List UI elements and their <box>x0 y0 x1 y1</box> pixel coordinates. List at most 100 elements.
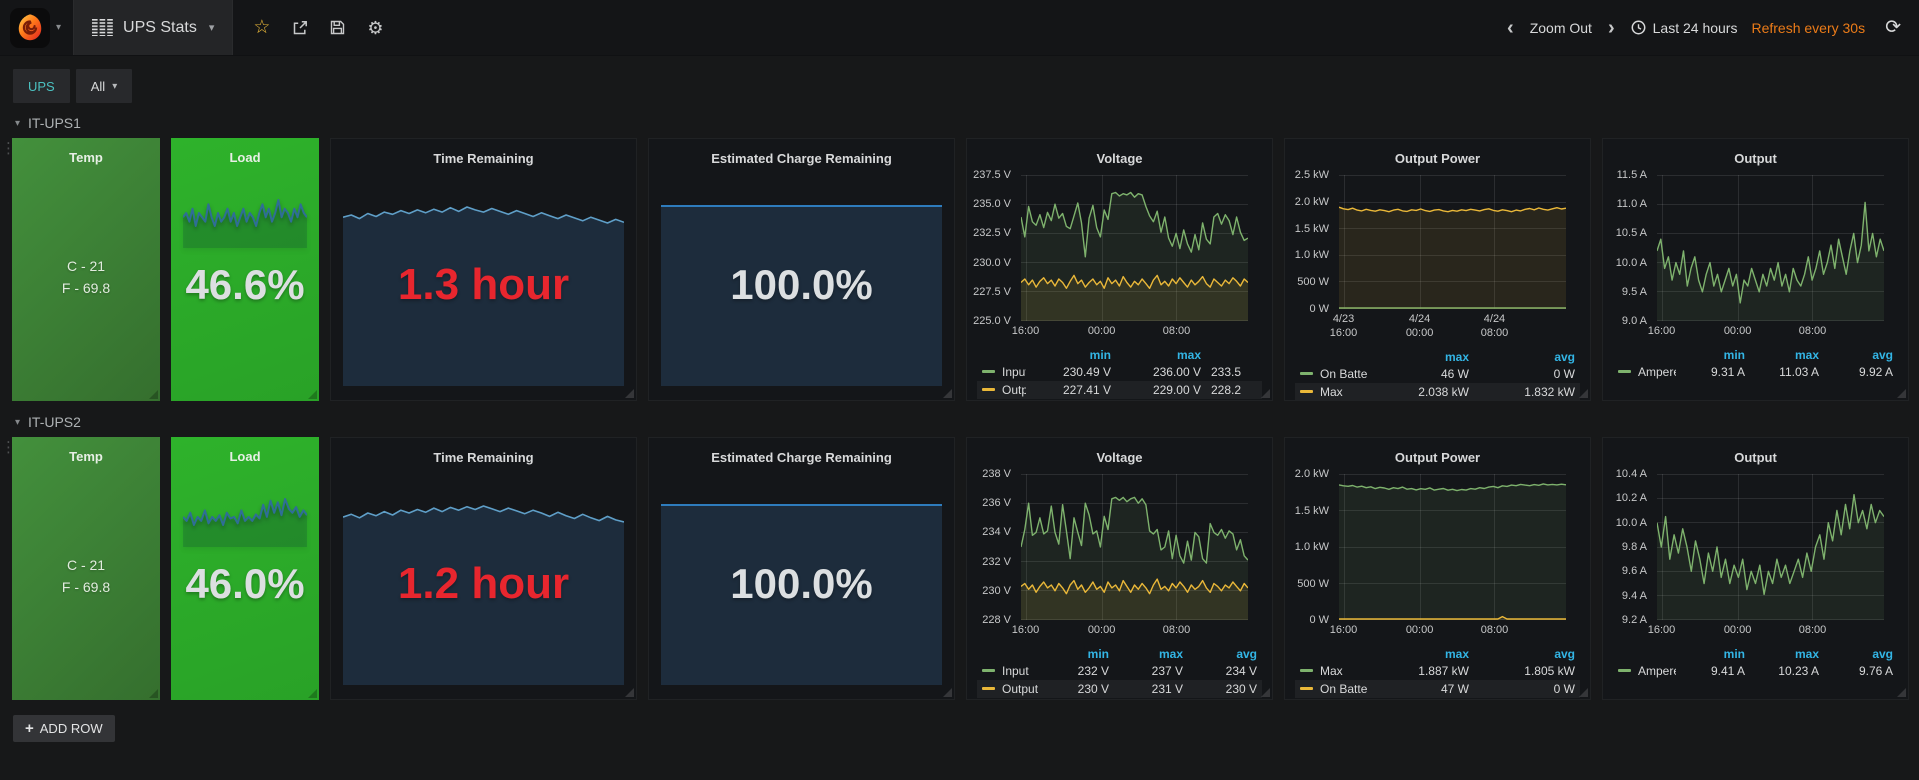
legend-series-name[interactable]: On Battery <box>1320 682 1368 696</box>
panel-title[interactable]: Output <box>1734 150 1777 166</box>
legend-value: 1.887 kW <box>1418 664 1469 678</box>
time-shift-forward-icon[interactable]: › <box>1607 16 1615 39</box>
panel-title[interactable]: Output <box>1734 449 1777 465</box>
legend-series-name[interactable]: Input <box>1002 664 1029 678</box>
resize-handle[interactable] <box>943 688 952 697</box>
x-axis-tick: 16:00 <box>1647 624 1676 636</box>
refresh-icon[interactable]: ⟳ <box>1885 17 1901 38</box>
legend-header: min <box>1723 647 1745 661</box>
resize-handle[interactable] <box>1579 389 1588 398</box>
x-axis: 16:00 00:00 08:00 <box>1648 324 1884 340</box>
y-axis-tick: 10.0 A <box>1615 516 1647 529</box>
legend-row: On Battery 47 W 0 W <box>1295 680 1580 698</box>
legend-value: 9.41 A <box>1710 664 1745 678</box>
resize-handle[interactable] <box>1261 688 1270 697</box>
legend-value: 46 W <box>1440 367 1469 381</box>
legend-value: 0 W <box>1553 682 1575 696</box>
x-axis-tick: 00:00 <box>1723 325 1752 337</box>
y-axis-tick: 9.6 A <box>1621 565 1647 578</box>
variable-value-dropdown[interactable]: All ▾ <box>75 69 133 103</box>
y-axis: 11.5 A 11.0 A 10.5 A 10.0 A 9.5 A 9.0 A <box>1603 169 1653 327</box>
panel-title[interactable]: Time Remaining <box>433 150 534 166</box>
dashboard-caret-icon: ▾ <box>208 22 215 34</box>
legend-series-name[interactable]: Ampere <box>1638 365 1676 379</box>
panel-voltage: Voltage 237.5 V 235.0 V 232.5 V 230.0 V 227.… <box>966 138 1273 401</box>
panel-title[interactable]: Temp <box>69 149 103 165</box>
x-axis: 16:00 00:00 08:00 <box>1648 623 1884 639</box>
row-title: IT-UPS1 <box>28 115 81 131</box>
panel-title[interactable]: Estimated Charge Remaining <box>711 150 892 166</box>
save-icon[interactable] <box>330 20 345 35</box>
legend-header: avg <box>1872 647 1893 661</box>
star-icon[interactable]: ☆ <box>253 17 271 38</box>
legend-series-name[interactable]: Output <box>1002 383 1026 397</box>
resize-handle[interactable] <box>308 689 317 698</box>
legend-table: max avg Max 1.887 kW 1.805 kW On Battery 47 W 0… <box>1295 646 1580 698</box>
resize-handle[interactable] <box>625 389 634 398</box>
legend-series-name[interactable]: Input <box>1002 365 1026 379</box>
legend-value: 231 V <box>1151 682 1183 696</box>
resize-handle[interactable] <box>1897 389 1906 398</box>
legend-row: Max 2.038 kW 1.832 kW <box>1295 383 1580 400</box>
panel-title[interactable]: Temp <box>69 448 103 464</box>
refresh-interval-button[interactable]: Refresh every 30s <box>1751 19 1866 36</box>
share-icon[interactable] <box>292 20 308 36</box>
x-axis-tick: 4/24 08:00 <box>1480 313 1509 339</box>
panel-title[interactable]: Voltage <box>1096 449 1143 465</box>
resize-handle[interactable] <box>149 689 158 698</box>
grafana-logo-menu[interactable]: ▾ <box>0 0 75 55</box>
legend-table: min max avg Ampere 9.41 A 10.23 A 9.76 A <box>1613 646 1898 680</box>
time-shift-back-icon[interactable]: ‹ <box>1507 16 1514 39</box>
resize-handle[interactable] <box>1897 688 1906 697</box>
panel-title[interactable]: Time Remaining <box>433 449 534 465</box>
panel-output-power: Output Power 2.5 kW 2.0 kW 1.5 kW 1.0 kW 500… <box>1284 138 1591 401</box>
legend-row: Max 1.887 kW 1.805 kW <box>1295 662 1580 680</box>
y-axis-tick: 227.5 V <box>973 285 1011 298</box>
y-axis-tick: 9.4 A <box>1621 589 1647 602</box>
zoom-out-button[interactable]: Zoom Out <box>1529 19 1592 36</box>
resize-handle[interactable] <box>1261 389 1270 398</box>
y-axis-tick: 232.5 V <box>973 227 1011 240</box>
resize-handle[interactable] <box>1579 688 1588 697</box>
add-row-button[interactable]: + ADD ROW <box>13 715 115 742</box>
row-toggle-it-ups2[interactable]: ▾ IT-UPS2 <box>12 401 1909 437</box>
resize-handle[interactable] <box>308 390 317 399</box>
y-axis-tick: 500 W <box>1297 577 1329 590</box>
y-axis: 238 V 236 V 234 V 232 V 230 V 228 V <box>967 468 1017 626</box>
resize-handle[interactable] <box>149 390 158 399</box>
x-axis: 16:00 00:00 08:00 <box>1012 623 1248 639</box>
x-axis: 16:00 00:00 08:00 <box>1012 324 1248 340</box>
legend-value: 0 W <box>1553 367 1575 381</box>
row-toggle-it-ups1[interactable]: ▾ IT-UPS1 <box>12 102 1909 138</box>
legend-series-name[interactable]: Output <box>1002 682 1039 696</box>
panel-title[interactable]: Load <box>229 149 261 165</box>
resize-handle[interactable] <box>943 389 952 398</box>
dashboard-grid-icon <box>92 19 113 36</box>
panel-title[interactable]: Output Power <box>1394 449 1481 465</box>
y-axis-tick: 2.0 kW <box>1294 195 1329 208</box>
legend-series-name[interactable]: Max <box>1320 664 1343 678</box>
time-range-picker[interactable]: Last 24 hours <box>1631 20 1737 36</box>
plus-icon: + <box>25 720 34 737</box>
row-drag-handle[interactable]: ⋮ <box>1 439 16 456</box>
legend-series-name[interactable]: Max <box>1320 385 1343 399</box>
gear-icon[interactable]: ⚙ <box>367 17 384 38</box>
legend-series-name[interactable]: Ampere <box>1638 664 1676 678</box>
panel-title[interactable]: Estimated Charge Remaining <box>711 449 892 465</box>
panel-title[interactable]: Load <box>229 448 261 464</box>
legend-series-name[interactable]: On Battery <box>1320 367 1368 381</box>
sparkline-canvas <box>182 498 308 547</box>
legend: min max avg Ampere 9.41 A 10.23 A 9.76 A <box>1613 646 1898 680</box>
legend-value: 1.832 kW <box>1524 385 1575 399</box>
panel-title[interactable]: Output Power <box>1394 150 1481 166</box>
legend-value: 227.41 V <box>1062 383 1111 397</box>
panel-title[interactable]: Voltage <box>1096 150 1143 166</box>
legend-value: 233.5 <box>1211 365 1242 379</box>
legend-row: Input 232 V 237 V 234 V <box>977 662 1262 680</box>
legend-header: min <box>1723 348 1745 362</box>
dashboard-picker[interactable]: UPS Stats ▾ <box>74 0 234 55</box>
row-drag-handle[interactable]: ⋮ <box>1 140 16 157</box>
resize-handle[interactable] <box>625 688 634 697</box>
